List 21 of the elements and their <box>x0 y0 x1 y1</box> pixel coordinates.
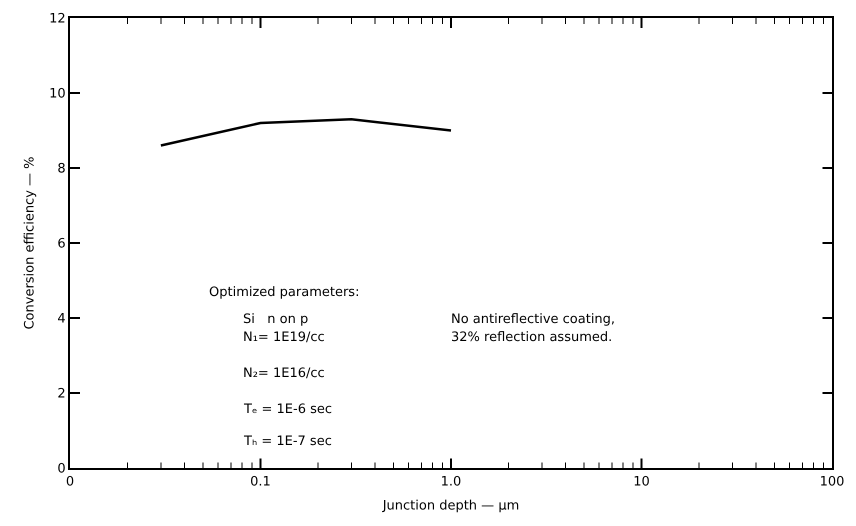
annotation: No antireflective coating, <box>451 312 616 327</box>
annotation: Tₑ = 1E-6 sec <box>243 402 332 417</box>
annotation: Optimized parameters: <box>209 285 360 300</box>
y-axis-title: Conversion efficiency — % <box>22 156 38 330</box>
y-tick-label: 2 <box>57 386 66 402</box>
y-tick-label: 6 <box>57 236 66 252</box>
annotation: Tₕ = 1E-7 sec <box>243 434 332 449</box>
y-tick-label: 12 <box>49 12 66 27</box>
y-tick-label: 0 <box>57 462 66 477</box>
annotation: 32% reflection assumed. <box>451 330 612 345</box>
x-axis-title: Junction depth — µm <box>382 498 520 514</box>
annotation: N₁= 1E19/cc <box>243 330 325 345</box>
y-tick-label: 4 <box>57 312 66 327</box>
x-tick-label: 100 <box>820 474 844 490</box>
x-tick-label: 10 <box>633 474 650 490</box>
annotation: N₂= 1E16/cc <box>243 366 325 381</box>
annotation: Si n on p <box>243 312 308 327</box>
y-tick-label: 10 <box>49 86 66 102</box>
x-tick-label: 0.1 <box>250 474 271 490</box>
y-tick-label: 8 <box>57 162 66 177</box>
x-tick-label: 1.0 <box>440 474 462 490</box>
